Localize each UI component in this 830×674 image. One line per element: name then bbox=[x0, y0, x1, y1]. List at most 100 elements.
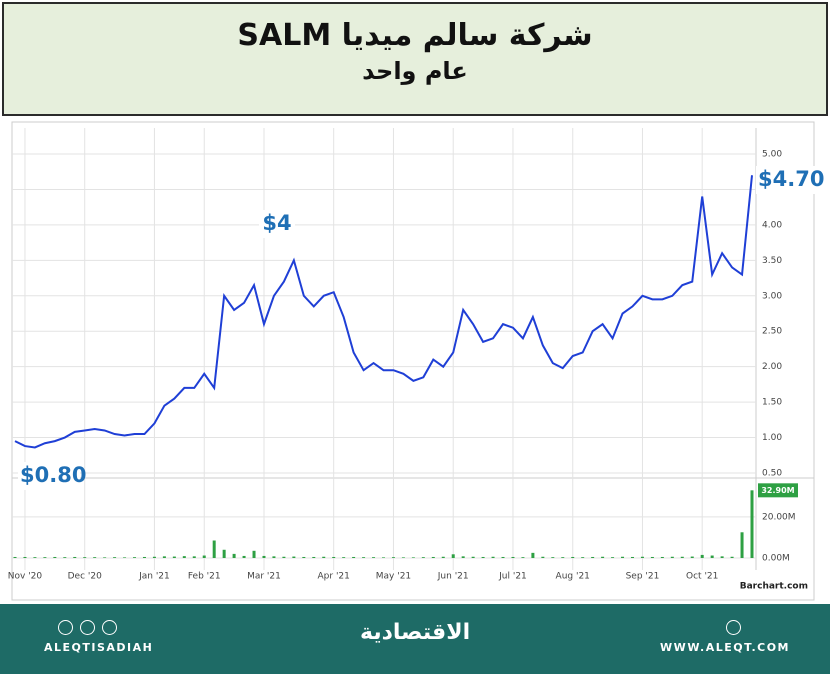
volume-bar bbox=[591, 556, 595, 558]
price-line bbox=[14, 175, 753, 449]
volume-bar bbox=[511, 556, 515, 558]
volume-bar bbox=[202, 555, 206, 558]
volume-bar bbox=[561, 557, 565, 558]
volume-bar bbox=[650, 556, 654, 558]
y-tick-label: 3.00 bbox=[762, 291, 782, 301]
volume-bar bbox=[621, 556, 625, 558]
volume-bar bbox=[382, 557, 385, 558]
y-tick-label: 2.50 bbox=[762, 327, 782, 337]
y-tick-label: 5.00 bbox=[762, 150, 782, 160]
volume-bar bbox=[332, 556, 336, 558]
volume-bar bbox=[322, 556, 326, 558]
y-tick-label: 3.50 bbox=[762, 256, 782, 266]
logo: الاقتصادية bbox=[360, 620, 471, 645]
volume-bar bbox=[690, 556, 694, 558]
x-tick-label: Sep '21 bbox=[626, 572, 660, 582]
volume-bar bbox=[23, 556, 27, 558]
volume-bar bbox=[182, 556, 186, 558]
volume-bar bbox=[63, 557, 67, 558]
y-tick-label: 20.00M bbox=[762, 512, 796, 522]
footer: ALEQTISADIAH الاقتصادية WWW.ALEQT.COM bbox=[0, 604, 830, 674]
volume-bar bbox=[123, 557, 127, 558]
icon bbox=[58, 620, 73, 635]
x-tick-label: Oct '21 bbox=[686, 572, 718, 582]
volume-bar bbox=[730, 556, 734, 558]
x-tick-label: Jul '21 bbox=[498, 572, 527, 582]
volume-bar bbox=[680, 556, 684, 558]
volume-bar bbox=[501, 556, 505, 558]
volume-bar bbox=[531, 552, 535, 558]
header: شركة سالم ميديا SALM عام واحد bbox=[2, 2, 828, 116]
volume-bar bbox=[282, 556, 286, 558]
volume-bar bbox=[401, 557, 405, 558]
subtitle: عام واحد bbox=[362, 57, 468, 85]
volume-bar bbox=[710, 555, 714, 558]
volume-bar bbox=[93, 557, 97, 558]
volume-bar bbox=[521, 557, 525, 558]
y-tick-label: 4.00 bbox=[762, 220, 782, 230]
volume-bar bbox=[242, 555, 246, 558]
volume-bar bbox=[43, 557, 47, 558]
volume-bar bbox=[83, 557, 87, 558]
volume-bar bbox=[272, 556, 276, 558]
y-tick-label: 1.50 bbox=[762, 398, 782, 408]
volume-bar bbox=[13, 556, 17, 558]
volume-bar bbox=[302, 556, 306, 558]
volume-bar bbox=[152, 556, 156, 558]
volume-bar bbox=[53, 556, 57, 558]
volume-bar bbox=[192, 556, 196, 558]
handle: ALEQTISADIAH bbox=[44, 641, 154, 654]
volume-bar bbox=[571, 556, 575, 558]
volume-bar bbox=[611, 557, 615, 558]
volume-bar bbox=[292, 556, 296, 558]
source: Barchart.com bbox=[740, 582, 808, 592]
y-tick-label: 1.00 bbox=[762, 433, 782, 443]
x-tick-label: Mar '21 bbox=[247, 572, 281, 582]
title: شركة سالم ميديا SALM bbox=[237, 18, 593, 53]
annotation: $4 bbox=[262, 211, 291, 235]
x-tick-label: Feb '21 bbox=[188, 572, 221, 582]
volume-bar bbox=[411, 557, 415, 558]
volume-bar bbox=[172, 556, 176, 558]
volume-bar bbox=[471, 556, 475, 558]
volume-bar bbox=[212, 540, 216, 558]
x-tick-label: Apr '21 bbox=[318, 572, 350, 582]
volume-bar bbox=[222, 549, 226, 558]
volume-bar bbox=[262, 555, 266, 558]
icon bbox=[80, 620, 95, 635]
y-tick-label: 0.00M bbox=[762, 554, 790, 564]
x-tick-label: Dec '20 bbox=[68, 572, 102, 582]
volume-bar bbox=[660, 556, 664, 558]
volume-bar bbox=[162, 556, 166, 558]
volume-bar bbox=[232, 553, 236, 558]
volume-bar bbox=[352, 556, 356, 558]
volume-bar bbox=[312, 556, 316, 558]
icon bbox=[102, 620, 117, 635]
volume-bar bbox=[581, 557, 585, 558]
chart-frame bbox=[11, 121, 815, 601]
volume-bar bbox=[640, 556, 644, 558]
volume-bar bbox=[750, 490, 754, 558]
x-tick-label: Nov '20 bbox=[8, 572, 43, 582]
x-tick-label: Aug '21 bbox=[556, 572, 590, 582]
volume-bar bbox=[601, 556, 605, 558]
volume-bar bbox=[133, 557, 137, 558]
volume-bar bbox=[391, 557, 395, 558]
volume-bar bbox=[372, 557, 376, 558]
annotation-bg bbox=[756, 166, 818, 194]
chart: Barchart.com Nov '20 Dec '20 Jan '21 Feb '2… bbox=[8, 121, 824, 601]
volume-bar bbox=[481, 556, 485, 558]
annotation: $0.80 bbox=[20, 463, 86, 487]
website: WWW.ALEQT.COM bbox=[660, 641, 790, 654]
annotation: $4.70 bbox=[758, 167, 824, 191]
volume-bar bbox=[33, 557, 37, 558]
volume-bar bbox=[252, 550, 256, 558]
x-tick-label: Jun '21 bbox=[437, 572, 469, 582]
x-tick-label: May '21 bbox=[376, 572, 411, 582]
y-tick-label: 0.50 bbox=[762, 469, 782, 479]
y-tick-label: 2.00 bbox=[762, 362, 782, 372]
volume-bar bbox=[630, 556, 634, 558]
volume-bar bbox=[700, 554, 704, 558]
value-label: 32.90M bbox=[761, 486, 794, 495]
